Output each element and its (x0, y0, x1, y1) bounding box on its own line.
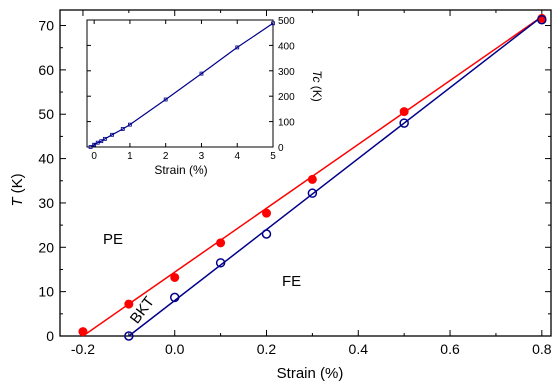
x-tick-label: -0.2 (71, 341, 95, 357)
x-tick-label: 0.0 (165, 341, 185, 357)
filled-point (124, 299, 134, 309)
inset-point (110, 132, 114, 137)
inset-data-points (88, 21, 275, 149)
filled-point (261, 208, 271, 218)
open-point (215, 258, 226, 268)
filled-point (307, 174, 317, 184)
inset-point (163, 97, 168, 102)
inset-y-tick-label: 0 (278, 143, 284, 154)
x-tick-label: 0.4 (349, 341, 369, 357)
y-tick-label: 10 (38, 284, 54, 300)
y-tick-label: 70 (38, 18, 54, 34)
open-point (124, 331, 134, 341)
inset-x-axis-label: Strain (%) (154, 163, 207, 177)
inset-point (92, 142, 97, 147)
inset-point (88, 145, 93, 149)
inset-y-axis-label: Tc (K) (310, 70, 324, 102)
inset-y-tick-label: 500 (278, 16, 295, 27)
inset-point (271, 21, 275, 26)
x-axis-label: Strain (%) (277, 365, 344, 381)
inset-x-tick-label: 5 (270, 151, 276, 162)
x-tick-label: 0.6 (440, 341, 460, 357)
inset-x-tick-label: 0 (91, 151, 97, 162)
y-tick-label: 30 (38, 195, 54, 211)
inset-x-tick-label: 4 (234, 151, 240, 162)
inset-point (95, 140, 100, 145)
inset-point (199, 71, 204, 76)
inset-point (128, 122, 132, 127)
inset-y-tick-label: 100 (278, 118, 295, 129)
inset-x-tick-label: 1 (127, 151, 133, 162)
inset-y-tick-label: 200 (278, 92, 295, 103)
inset-point (102, 136, 107, 141)
inset-x-tick-label: 2 (163, 151, 169, 162)
open-point (307, 188, 318, 198)
main-plot-frame (59, 9, 552, 337)
y-tick-label: 50 (38, 106, 54, 122)
inset-y-tick-label: 300 (278, 67, 295, 78)
filled-point (78, 327, 88, 337)
inset-y-tick-label: 400 (278, 41, 295, 52)
annotation-fe: FE (282, 273, 301, 290)
open-point (399, 118, 409, 128)
filled-point (216, 238, 226, 248)
inset-point (120, 127, 125, 131)
inset-x-tick-label: 3 (199, 151, 205, 162)
annotation-bkt: BKT (127, 294, 158, 328)
inset-series-line (90, 22, 274, 148)
y-tick-label: 0 (46, 328, 54, 344)
x-tick-label: 0.2 (257, 341, 277, 357)
fit-line-1 (128, 16, 543, 337)
annotation-pe: PE (103, 231, 123, 248)
x-tick-label: 0.8 (532, 341, 552, 357)
inset-frame (86, 19, 274, 148)
open-point (537, 15, 547, 25)
y-tick-label: 60 (38, 62, 54, 78)
open-point (261, 229, 272, 239)
main-data-points (78, 13, 547, 341)
inset-point (99, 139, 104, 144)
y-tick-label: 20 (38, 239, 54, 255)
filled-point (170, 272, 180, 282)
filled-point (399, 107, 409, 117)
inset-curve (90, 22, 274, 148)
inset-point (235, 45, 240, 50)
inset-background (87, 20, 273, 147)
open-point (169, 292, 180, 303)
y-tick-label: 40 (38, 151, 54, 167)
y-axis-label: T (K) (9, 173, 26, 206)
